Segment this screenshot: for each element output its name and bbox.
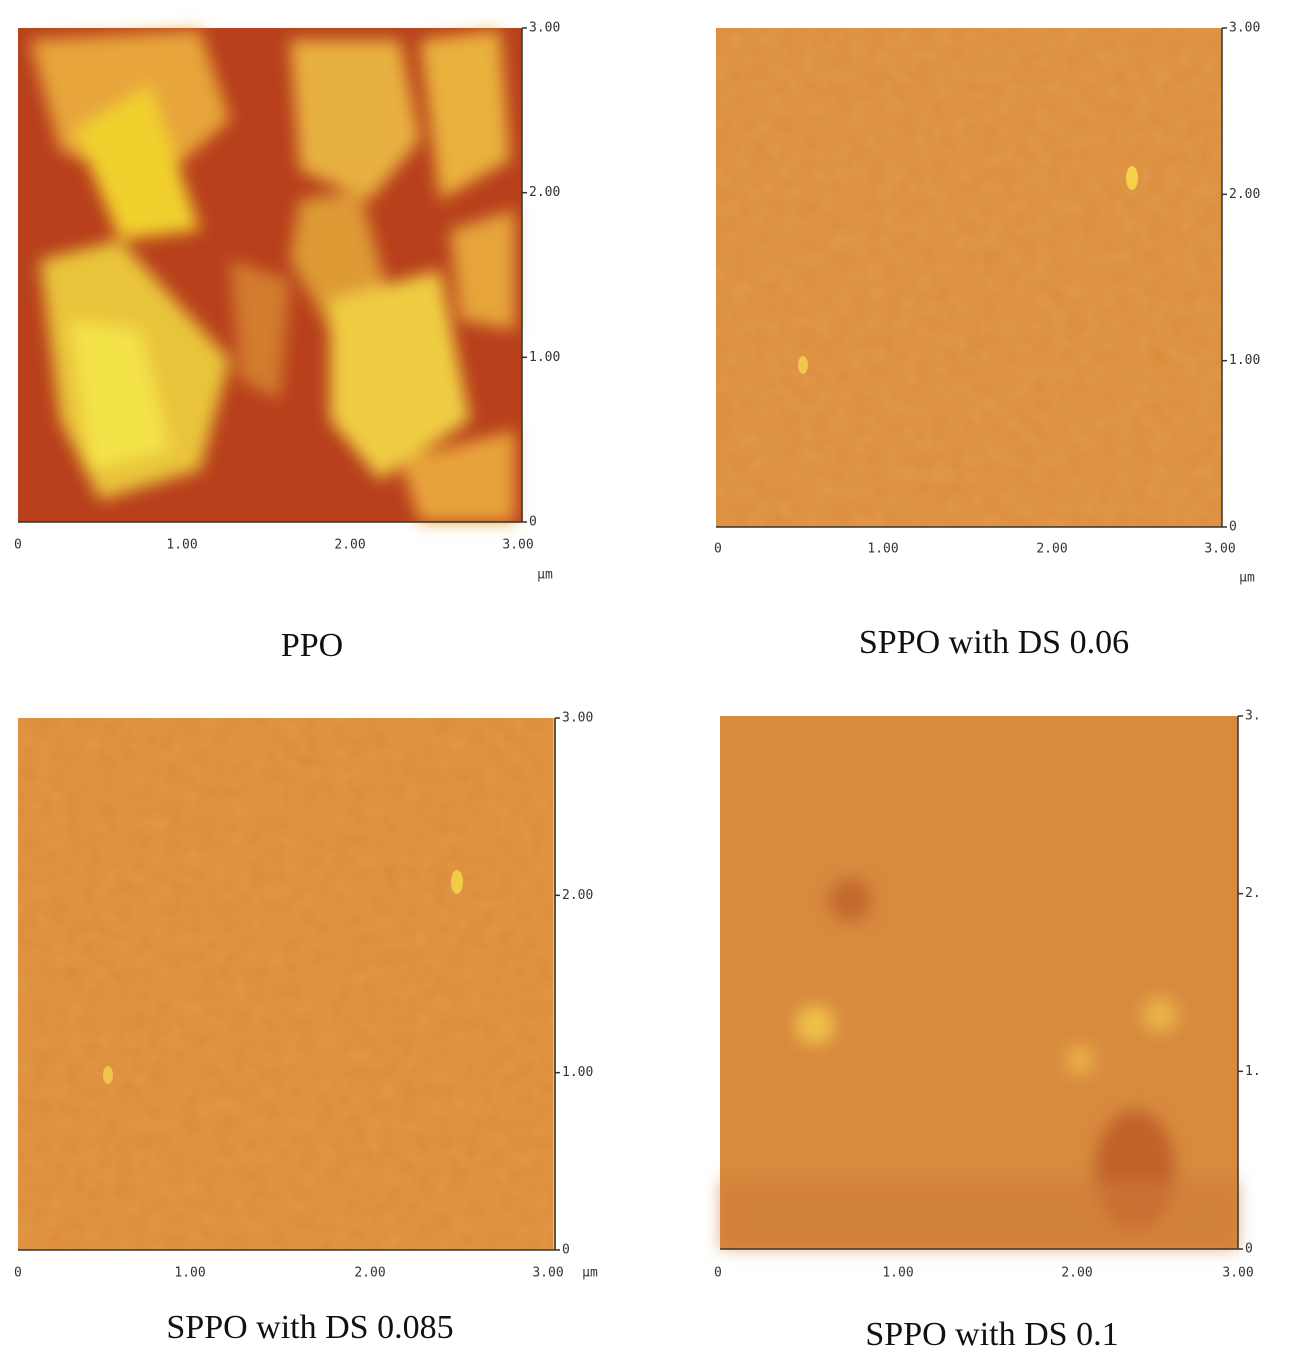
y-tick-label: 1.00 bbox=[1229, 353, 1260, 368]
afm-image bbox=[18, 718, 556, 1250]
x-tick-label: 2.00 bbox=[334, 538, 365, 553]
unit-label: µm bbox=[1239, 571, 1255, 586]
x-tick-label: 3.00 bbox=[532, 1266, 563, 1281]
x-tick-label: 3.00 bbox=[1204, 542, 1235, 557]
y-tick-label: 3. bbox=[1245, 709, 1261, 724]
x-tick-label: 2.00 bbox=[354, 1266, 385, 1281]
unit-label: µm bbox=[537, 568, 553, 583]
y-tick-label: 2.00 bbox=[562, 888, 593, 903]
afm-image bbox=[716, 28, 1222, 527]
x-tick-label: 2.00 bbox=[1061, 1266, 1092, 1281]
y-tick-label: 3.00 bbox=[562, 711, 593, 726]
x-tick-label: 1.00 bbox=[166, 538, 197, 553]
caption: PPO bbox=[281, 627, 343, 664]
x-tick-label: 0 bbox=[14, 538, 22, 553]
x-tick-label: 3.00 bbox=[502, 538, 533, 553]
x-tick-label: 1.00 bbox=[174, 1266, 205, 1281]
y-tick-label: 0 bbox=[1245, 1242, 1253, 1257]
y-tick-label: 0 bbox=[562, 1243, 570, 1258]
caption: SPPO with DS 0.1 bbox=[865, 1316, 1118, 1352]
y-tick-label: 2.00 bbox=[1229, 187, 1260, 202]
x-tick-label: 1.00 bbox=[882, 1266, 913, 1281]
y-tick-label: 1. bbox=[1245, 1064, 1261, 1079]
y-tick-label: 3.00 bbox=[529, 21, 560, 36]
x-tick-label: 1.00 bbox=[867, 542, 898, 557]
y-tick-label: 3.00 bbox=[1229, 21, 1260, 36]
x-tick-label: 2.00 bbox=[1036, 542, 1067, 557]
x-tick-label: 0 bbox=[714, 542, 722, 557]
axes bbox=[18, 27, 1243, 1251]
afm-image bbox=[18, 28, 522, 522]
y-tick-label: 0 bbox=[529, 515, 537, 530]
x-tick-label: 3.00 bbox=[1222, 1266, 1253, 1281]
x-tick-label: 0 bbox=[14, 1266, 22, 1281]
y-tick-label: 2.00 bbox=[529, 185, 560, 200]
afm-image bbox=[720, 716, 1238, 1249]
x-tick-label: 0 bbox=[714, 1266, 722, 1281]
unit-label: µm bbox=[582, 1266, 598, 1281]
caption: SPPO with DS 0.085 bbox=[166, 1309, 453, 1346]
caption: SPPO with DS 0.06 bbox=[859, 624, 1129, 661]
y-tick-label: 1.00 bbox=[562, 1065, 593, 1080]
y-tick-label: 2. bbox=[1245, 886, 1261, 901]
y-tick-label: 1.00 bbox=[529, 350, 560, 365]
y-tick-label: 0 bbox=[1229, 520, 1237, 535]
